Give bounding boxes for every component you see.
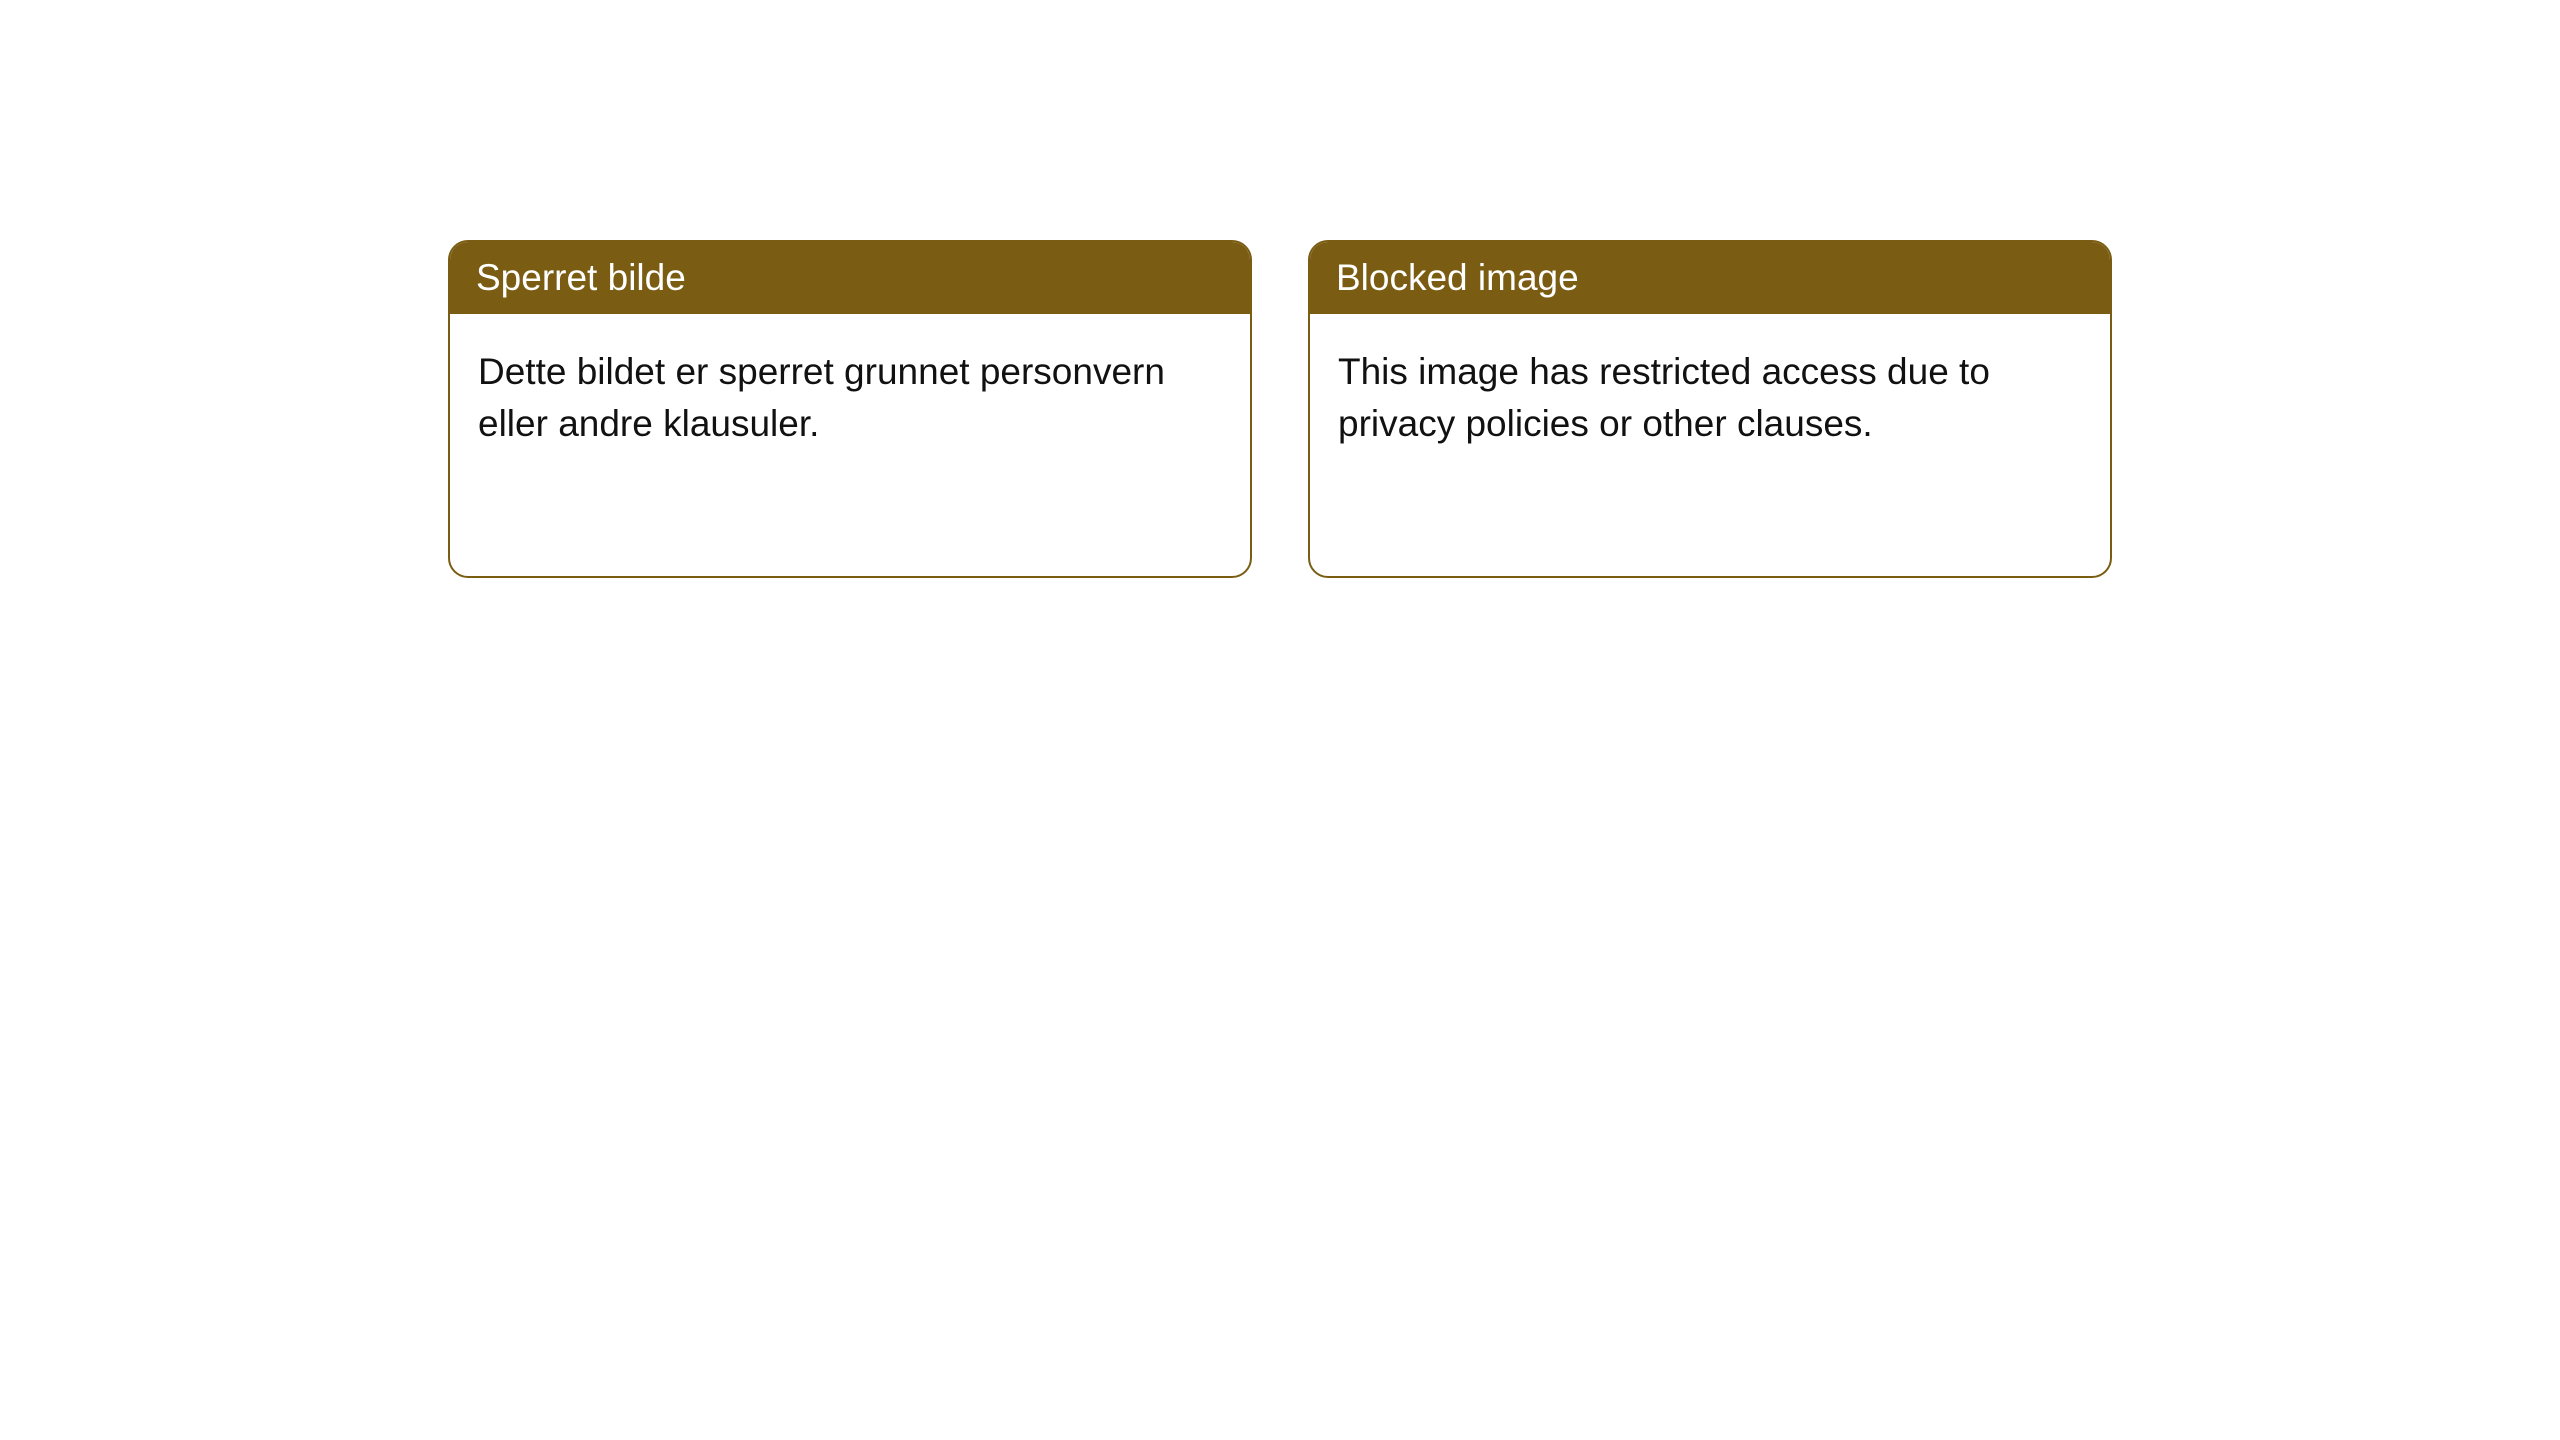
notice-title-english: Blocked image xyxy=(1310,242,2110,314)
notice-body-norwegian: Dette bildet er sperret grunnet personve… xyxy=(450,314,1250,482)
notice-container: Sperret bilde Dette bildet er sperret gr… xyxy=(0,0,2560,578)
notice-card-english: Blocked image This image has restricted … xyxy=(1308,240,2112,578)
notice-title-norwegian: Sperret bilde xyxy=(450,242,1250,314)
notice-body-english: This image has restricted access due to … xyxy=(1310,314,2110,482)
notice-card-norwegian: Sperret bilde Dette bildet er sperret gr… xyxy=(448,240,1252,578)
